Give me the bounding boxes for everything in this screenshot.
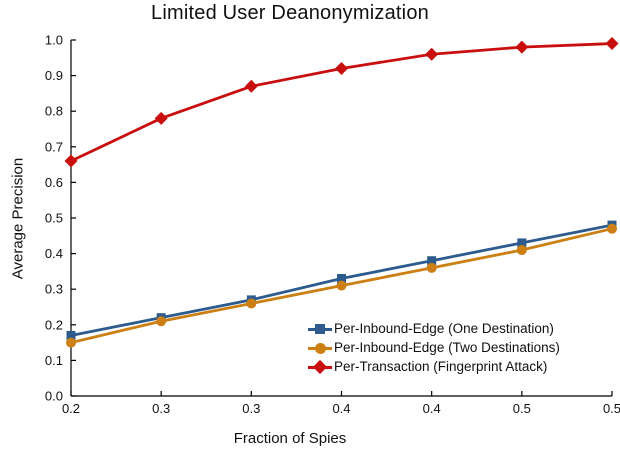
x-tick-label: 0.5 (513, 401, 531, 416)
data-point-circle (607, 223, 617, 234)
data-point-circle (426, 262, 437, 273)
diamond-icon (306, 358, 334, 376)
data-point-circle (516, 245, 527, 256)
data-point-square (337, 274, 346, 284)
y-tick-label: 0.5 (45, 211, 63, 226)
x-tick-label: 0.3 (152, 401, 170, 416)
data-point-diamond (244, 79, 258, 93)
circle-icon (306, 339, 334, 357)
y-axis-label: Average Precision (9, 157, 27, 280)
y-tick-label: 0.0 (45, 389, 63, 404)
square-icon (306, 320, 334, 338)
data-point-square (427, 256, 437, 266)
x-axis-label: Fraction of Spies (233, 430, 347, 447)
x-tick-label: 0.4 (332, 401, 350, 416)
data-point-circle (66, 337, 76, 348)
data-point-circle (246, 298, 257, 309)
y-tick-label: 0.3 (45, 282, 63, 297)
y-tick-label: 0.9 (45, 68, 63, 83)
data-point-square (66, 330, 76, 340)
data-point-diamond (154, 111, 168, 125)
data-point-circle (336, 280, 347, 291)
chart-title: Limited User Deanonymization (151, 2, 429, 24)
data-point-circle (156, 316, 167, 327)
y-tick-label: 0.1 (45, 353, 63, 368)
x-tick-label: 0.4 (423, 401, 441, 416)
legend-row-fingerprint-attack: Per-Transaction (Fingerprint Attack) (306, 358, 560, 376)
legend-row-one-destination: Per-Inbound-Edge (One Destination) (306, 320, 560, 338)
chart-legend: Per-Inbound-Edge (One Destination) Per-I… (306, 320, 560, 376)
data-point-square (517, 238, 527, 248)
data-point-diamond (64, 154, 78, 168)
legend-row-two-destinations: Per-Inbound-Edge (Two Destinations) (306, 339, 560, 357)
data-point-diamond (515, 40, 529, 54)
legend-label: Per-Inbound-Edge (One Destination) (334, 321, 554, 336)
legend-label: Per-Transaction (Fingerprint Attack) (334, 359, 548, 374)
series-line-diamond (69, 42, 614, 163)
x-tick-label: 0.2 (62, 401, 80, 416)
y-tick-label: 0.2 (45, 317, 63, 332)
y-tick-label: 0.8 (45, 104, 63, 119)
legend-label: Per-Inbound-Edge (Two Destinations) (334, 340, 560, 355)
data-point-diamond (335, 61, 348, 75)
x-tick-label: 0.5 (603, 401, 620, 416)
x-tick-label: 0.3 (242, 401, 260, 416)
y-tick-label: 0.6 (45, 175, 63, 190)
y-tick-label: 0.4 (45, 246, 63, 261)
y-tick-label: 1.0 (45, 33, 63, 48)
data-point-diamond (425, 47, 439, 61)
data-point-diamond (605, 37, 619, 51)
y-tick-label: 0.7 (45, 139, 63, 154)
